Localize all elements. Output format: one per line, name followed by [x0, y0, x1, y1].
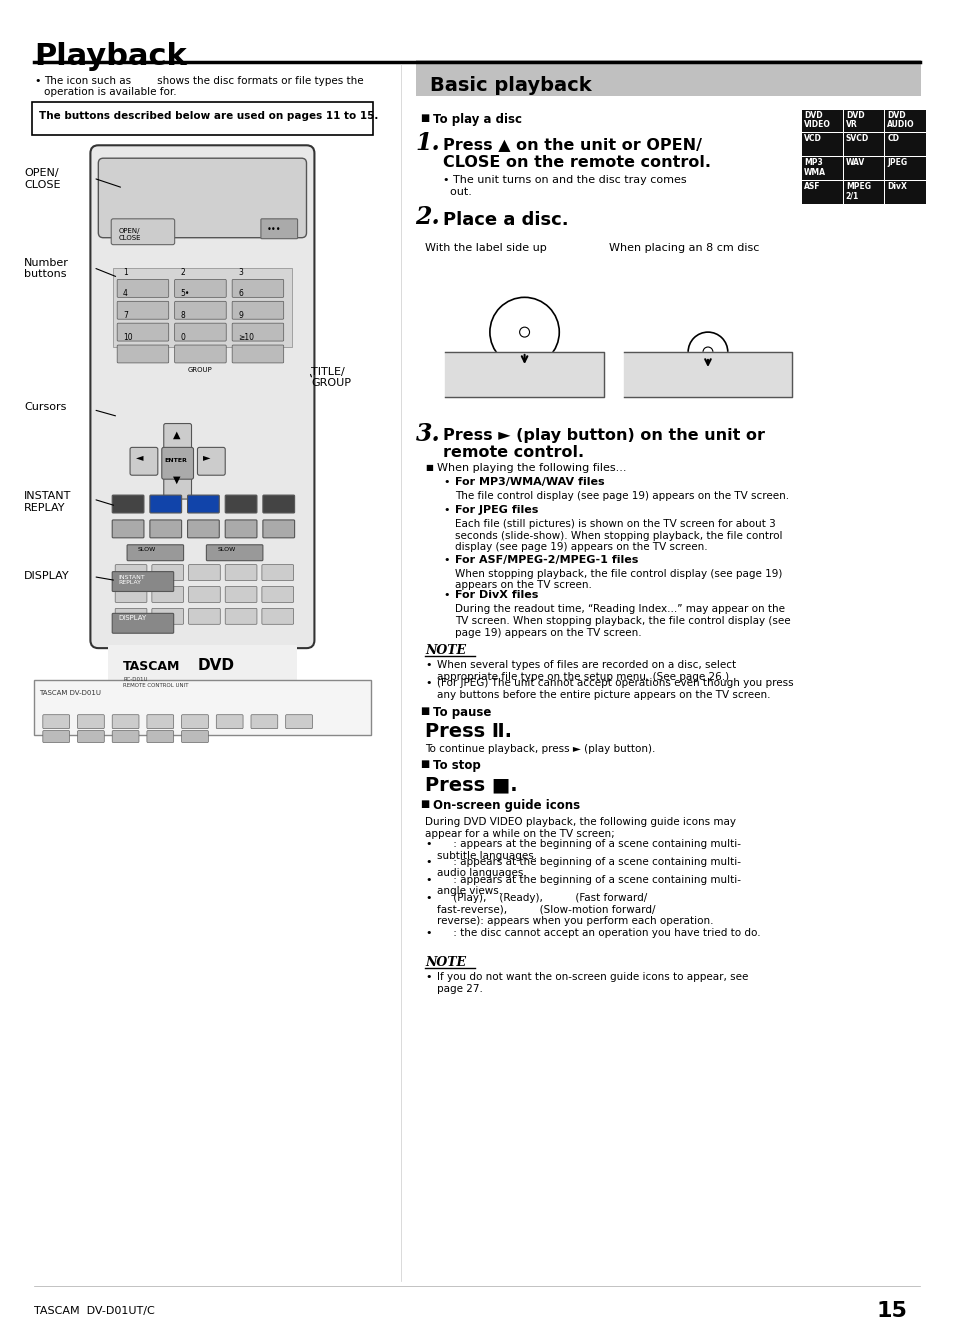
- Text: ■: ■: [420, 799, 429, 809]
- FancyBboxPatch shape: [197, 447, 225, 475]
- Text: INSTANT
REPLAY: INSTANT REPLAY: [24, 491, 71, 513]
- Text: TASCAM DV-D01U: TASCAM DV-D01U: [39, 690, 101, 696]
- Text: Basic playback: Basic playback: [430, 76, 592, 95]
- FancyBboxPatch shape: [189, 608, 220, 624]
- Text: •: •: [425, 893, 432, 902]
- Text: Press ▲ on the unit or OPEN/
CLOSE on the remote control.: Press ▲ on the unit or OPEN/ CLOSE on th…: [443, 138, 711, 170]
- Text: DivX: DivX: [886, 182, 906, 191]
- FancyBboxPatch shape: [189, 565, 220, 581]
- Text: : appears at the beginning of a scene containing multi-
subtitle languages.: : appears at the beginning of a scene co…: [436, 840, 740, 861]
- Text: 0: 0: [180, 333, 185, 341]
- Text: TITLE/
GROUP: TITLE/ GROUP: [311, 367, 351, 388]
- FancyBboxPatch shape: [181, 715, 208, 728]
- Text: With the label side up: With the label side up: [425, 242, 547, 253]
- Text: (For JPEG) The unit cannot accept operations even though you press
any buttons b: (For JPEG) The unit cannot accept operat…: [436, 678, 793, 699]
- Text: ▼: ▼: [172, 475, 180, 485]
- Text: 5•: 5•: [180, 289, 190, 299]
- Text: •: •: [443, 590, 449, 600]
- FancyBboxPatch shape: [189, 586, 220, 603]
- FancyBboxPatch shape: [98, 158, 306, 238]
- Text: Each file (still pictures) is shown on the TV screen for about 3
seconds (slide-: Each file (still pictures) is shown on t…: [455, 520, 781, 552]
- Text: 15: 15: [876, 1302, 906, 1322]
- Text: ASF: ASF: [803, 182, 820, 191]
- Text: NOTE: NOTE: [425, 644, 466, 657]
- Text: ▲: ▲: [172, 430, 180, 439]
- Polygon shape: [623, 352, 791, 396]
- FancyBboxPatch shape: [263, 495, 294, 513]
- Text: Press ■.: Press ■.: [425, 775, 517, 794]
- Bar: [801, 134, 841, 157]
- FancyBboxPatch shape: [130, 447, 157, 475]
- FancyBboxPatch shape: [43, 731, 70, 743]
- Text: •••: •••: [267, 225, 281, 234]
- Text: 3: 3: [238, 268, 243, 277]
- FancyBboxPatch shape: [77, 731, 104, 743]
- Text: : appears at the beginning of a scene containing multi-
audio languages.: : appears at the beginning of a scene co…: [436, 857, 740, 878]
- Text: : the disc cannot accept an operation you have tried to do.: : the disc cannot accept an operation yo…: [436, 928, 760, 939]
- Bar: [884, 110, 925, 133]
- FancyBboxPatch shape: [216, 715, 243, 728]
- Text: VCD: VCD: [803, 134, 821, 143]
- Bar: [801, 110, 841, 133]
- Text: 10: 10: [123, 333, 132, 341]
- Text: During DVD VIDEO playback, the following guide icons may
appear for a while on t: During DVD VIDEO playback, the following…: [425, 817, 736, 838]
- FancyBboxPatch shape: [174, 323, 226, 341]
- Text: During the readout time, “Reading Index...” may appear on the
TV screen. When st: During the readout time, “Reading Index.…: [455, 604, 790, 637]
- Text: ■: ■: [420, 114, 429, 123]
- Text: ■: ■: [420, 706, 429, 716]
- FancyBboxPatch shape: [112, 572, 173, 592]
- FancyBboxPatch shape: [174, 345, 226, 363]
- Text: When placing an 8 cm disc: When placing an 8 cm disc: [608, 242, 759, 253]
- Text: DVD: DVD: [197, 657, 234, 674]
- Text: •: •: [425, 928, 432, 939]
- Text: •: •: [443, 554, 449, 565]
- Bar: [884, 181, 925, 204]
- FancyBboxPatch shape: [262, 565, 294, 581]
- FancyBboxPatch shape: [162, 447, 193, 479]
- Bar: [801, 181, 841, 204]
- Bar: [113, 268, 292, 347]
- FancyBboxPatch shape: [147, 731, 173, 743]
- Text: INSTANT
REPLAY: INSTANT REPLAY: [118, 574, 145, 585]
- Text: •: •: [443, 477, 449, 487]
- FancyBboxPatch shape: [181, 731, 208, 743]
- Text: When stopping playback, the file control display (see page 19)
appears on the TV: When stopping playback, the file control…: [455, 569, 781, 590]
- Text: GROUP: GROUP: [188, 367, 213, 372]
- FancyBboxPatch shape: [77, 715, 104, 728]
- Text: The buttons described below are used on pages 11 to 15.: The buttons described below are used on …: [39, 111, 377, 121]
- FancyBboxPatch shape: [232, 345, 283, 363]
- Text: To play a disc: To play a disc: [433, 114, 522, 126]
- FancyBboxPatch shape: [188, 520, 219, 538]
- FancyBboxPatch shape: [117, 323, 169, 341]
- Text: SLOW: SLOW: [138, 546, 156, 552]
- Bar: [884, 134, 925, 157]
- Text: The file control display (see page 19) appears on the TV screen.: The file control display (see page 19) a…: [455, 491, 788, 501]
- Text: ≥10: ≥10: [238, 333, 253, 341]
- Text: DISPLAY: DISPLAY: [24, 570, 70, 581]
- Text: ◄: ◄: [136, 453, 143, 462]
- FancyBboxPatch shape: [147, 715, 173, 728]
- Text: DISPLAY: DISPLAY: [118, 616, 146, 621]
- Text: To continue playback, press ► (play button).: To continue playback, press ► (play butt…: [425, 743, 655, 754]
- FancyBboxPatch shape: [117, 280, 169, 297]
- Text: Press Ⅱ.: Press Ⅱ.: [425, 722, 512, 740]
- Text: 1.: 1.: [416, 131, 440, 155]
- Bar: [842, 181, 883, 204]
- Bar: [108, 645, 296, 690]
- Text: When playing the following files...: When playing the following files...: [436, 463, 626, 473]
- FancyBboxPatch shape: [251, 715, 277, 728]
- FancyBboxPatch shape: [225, 586, 256, 603]
- FancyBboxPatch shape: [152, 565, 183, 581]
- Text: •: •: [425, 678, 432, 688]
- Text: To pause: To pause: [433, 706, 491, 719]
- FancyBboxPatch shape: [31, 102, 373, 135]
- Bar: [416, 60, 920, 95]
- Text: ■: ■: [420, 759, 429, 770]
- Text: DVD
VR: DVD VR: [845, 111, 863, 129]
- FancyBboxPatch shape: [164, 423, 192, 451]
- Polygon shape: [445, 352, 603, 396]
- FancyBboxPatch shape: [127, 545, 183, 561]
- FancyBboxPatch shape: [117, 345, 169, 363]
- Text: WAV: WAV: [845, 158, 864, 167]
- Text: Number
buttons: Number buttons: [24, 257, 69, 279]
